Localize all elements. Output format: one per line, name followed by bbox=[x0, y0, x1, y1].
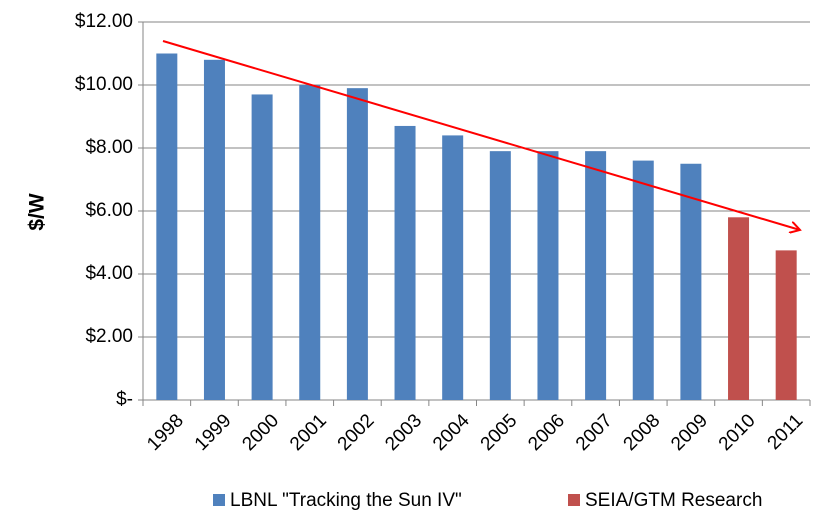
bar bbox=[728, 217, 750, 400]
x-tick-label: 2007 bbox=[572, 410, 617, 455]
trend-arrow bbox=[162, 40, 800, 230]
x-tick-label: 2006 bbox=[524, 410, 569, 455]
y-tick-label: $6.00 bbox=[85, 200, 133, 221]
legend-swatch bbox=[568, 494, 580, 506]
y-tick-label: $10.00 bbox=[75, 74, 133, 95]
y-tick-label: $4.00 bbox=[85, 263, 133, 284]
y-tick-label: $8.00 bbox=[85, 137, 133, 158]
y-tick-label: $- bbox=[116, 389, 133, 410]
x-tick-label: 1999 bbox=[191, 410, 236, 455]
grid bbox=[138, 21, 811, 406]
bar bbox=[489, 151, 511, 400]
x-tick-label: 2000 bbox=[238, 410, 283, 455]
x-tick-label: 2010 bbox=[715, 410, 760, 455]
legend-label: SEIA/GTM Research bbox=[585, 490, 762, 511]
x-tick-label: 2002 bbox=[334, 410, 379, 455]
x-tick-label: 2011 bbox=[764, 410, 808, 454]
x-tick-label: 2004 bbox=[429, 410, 474, 455]
y-tick-label: $12.00 bbox=[75, 11, 133, 32]
bar bbox=[394, 125, 416, 400]
bar bbox=[299, 85, 321, 400]
x-tick-label: 2003 bbox=[381, 410, 426, 455]
bars bbox=[156, 53, 797, 401]
bar bbox=[346, 88, 368, 401]
bar bbox=[585, 151, 607, 400]
y-axis-label: $/W bbox=[26, 193, 49, 231]
x-tick-label: 2001 bbox=[286, 410, 331, 455]
bar bbox=[442, 135, 464, 400]
x-tick-label: 2008 bbox=[620, 410, 665, 455]
x-tick-label: 2005 bbox=[477, 410, 522, 455]
x-tick-label: 1998 bbox=[143, 410, 188, 455]
bar bbox=[775, 250, 797, 400]
y-tick-label: $2.00 bbox=[85, 326, 133, 347]
bar bbox=[251, 94, 273, 400]
bar bbox=[203, 59, 225, 401]
bar bbox=[680, 163, 702, 400]
legend-swatch bbox=[213, 494, 225, 506]
bar bbox=[632, 160, 654, 400]
legend-label: LBNL "Tracking the Sun IV" bbox=[230, 490, 462, 511]
bar bbox=[156, 53, 178, 400]
bar bbox=[537, 151, 559, 400]
x-tick-label: 2009 bbox=[667, 410, 712, 455]
